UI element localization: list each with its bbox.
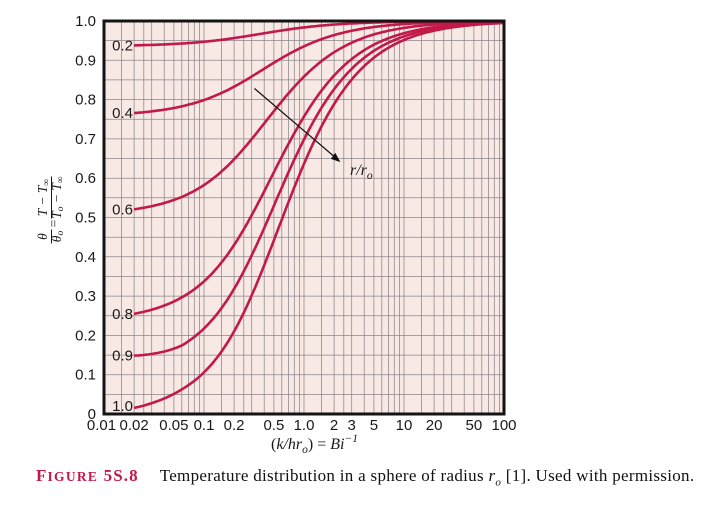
svg-text:0.5: 0.5 xyxy=(263,417,284,434)
svg-text:0.3: 0.3 xyxy=(75,288,96,305)
svg-text:T − T∞: T − T∞ xyxy=(35,179,52,217)
svg-text:50: 50 xyxy=(466,417,483,434)
svg-text:0.8: 0.8 xyxy=(75,92,96,109)
svg-text:0: 0 xyxy=(88,406,96,423)
svg-text:0.9: 0.9 xyxy=(112,348,133,365)
svg-text:3: 3 xyxy=(348,417,356,434)
svg-text:θ: θ xyxy=(35,233,50,240)
svg-text:0.6: 0.6 xyxy=(75,170,96,187)
svg-text:5: 5 xyxy=(370,417,378,434)
svg-text:(k/hro) = Bi−1: (k/hro) = Bi−1 xyxy=(271,433,358,456)
svg-text:1.0: 1.0 xyxy=(112,398,133,415)
svg-text:0.9: 0.9 xyxy=(75,52,96,69)
svg-text:0.2: 0.2 xyxy=(75,327,96,344)
svg-text:100: 100 xyxy=(491,417,516,434)
svg-text:20: 20 xyxy=(426,417,443,434)
svg-text:θo: θo xyxy=(49,231,66,243)
svg-text:1.0: 1.0 xyxy=(75,13,96,30)
svg-text:0.05: 0.05 xyxy=(159,417,188,434)
svg-text:0.7: 0.7 xyxy=(75,131,96,148)
svg-text:0.4: 0.4 xyxy=(75,249,96,266)
svg-text:1.0: 1.0 xyxy=(294,417,315,434)
svg-text:2: 2 xyxy=(330,417,338,434)
svg-text:=: = xyxy=(46,220,61,228)
svg-text:0.01: 0.01 xyxy=(87,417,116,434)
svg-text:10: 10 xyxy=(396,417,413,434)
svg-text:0.4: 0.4 xyxy=(112,105,133,122)
svg-text:0.1: 0.1 xyxy=(194,417,215,434)
svg-text:0.5: 0.5 xyxy=(75,210,96,227)
svg-text:0.2: 0.2 xyxy=(224,417,245,434)
svg-text:0.8: 0.8 xyxy=(112,306,133,323)
svg-text:0.2: 0.2 xyxy=(112,37,133,54)
svg-text:0.1: 0.1 xyxy=(75,367,96,384)
svg-text:0.6: 0.6 xyxy=(112,201,133,218)
svg-text:0.02: 0.02 xyxy=(119,417,148,434)
